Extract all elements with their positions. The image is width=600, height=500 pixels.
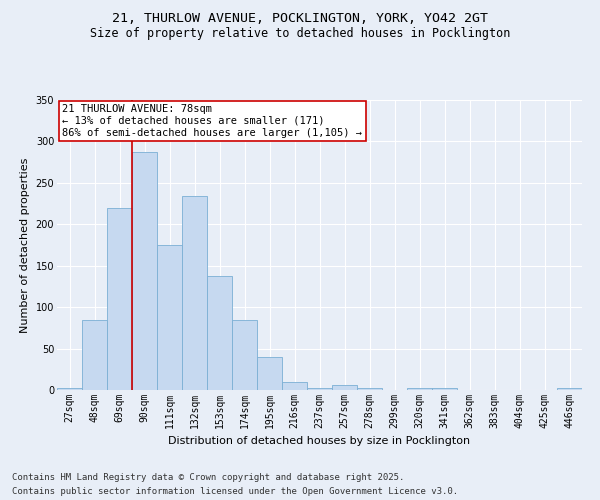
- Text: Contains public sector information licensed under the Open Government Licence v3: Contains public sector information licen…: [12, 488, 458, 496]
- Bar: [282, 382, 307, 390]
- Bar: [57, 388, 82, 390]
- Bar: [257, 357, 282, 390]
- Bar: [132, 152, 157, 390]
- Bar: [207, 276, 232, 390]
- Bar: [557, 388, 582, 390]
- Bar: [82, 320, 107, 390]
- Text: Size of property relative to detached houses in Pocklington: Size of property relative to detached ho…: [90, 28, 510, 40]
- Bar: [407, 388, 432, 390]
- Bar: [432, 388, 457, 390]
- Text: 21, THURLOW AVENUE, POCKLINGTON, YORK, YO42 2GT: 21, THURLOW AVENUE, POCKLINGTON, YORK, Y…: [112, 12, 488, 26]
- Bar: [157, 245, 182, 390]
- Text: Contains HM Land Registry data © Crown copyright and database right 2025.: Contains HM Land Registry data © Crown c…: [12, 472, 404, 482]
- Text: 21 THURLOW AVENUE: 78sqm
← 13% of detached houses are smaller (171)
86% of semi-: 21 THURLOW AVENUE: 78sqm ← 13% of detach…: [62, 104, 362, 138]
- X-axis label: Distribution of detached houses by size in Pocklington: Distribution of detached houses by size …: [169, 436, 470, 446]
- Y-axis label: Number of detached properties: Number of detached properties: [20, 158, 30, 332]
- Bar: [332, 385, 357, 390]
- Bar: [182, 196, 207, 390]
- Bar: [357, 388, 382, 390]
- Bar: [232, 320, 257, 390]
- Bar: [107, 208, 132, 390]
- Bar: [307, 388, 332, 390]
